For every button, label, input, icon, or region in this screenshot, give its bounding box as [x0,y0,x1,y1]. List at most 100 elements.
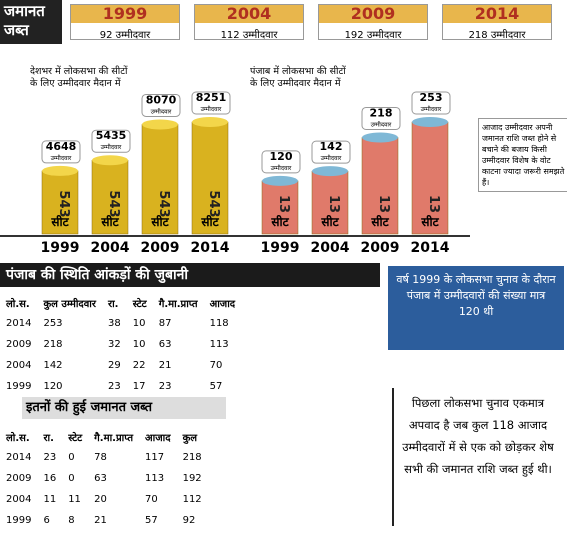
cell: 21 [158,360,172,371]
label-bubble [411,91,451,115]
cell: 78 [94,452,107,463]
cell: 10 [132,318,146,329]
x-tick-label: 1999 [261,240,300,256]
header-cell: स्टेट [132,298,147,310]
row: 2009 218 32 10 63 113 [0,334,241,355]
cell: 1999 [6,381,32,392]
bar [41,170,79,235]
year: 2004 [195,5,303,23]
row: 2014 253 38 10 87 118 [0,313,241,334]
value-unit: उम्मीदवार [151,107,172,115]
value-label: 8251 [196,91,227,104]
seat-count: 13 [276,195,291,213]
bar-cap [142,119,178,130]
x-tick-label: 2009 [141,240,180,256]
cell: 16 [43,473,57,484]
table: लो.स. कुल उम्मीदवार रा. स्टेट गै.मा.प्राप्त आ… [0,292,241,397]
value-unit: उम्मीदवार [371,120,392,128]
x-tick-label: 2014 [411,240,450,256]
text-box: पिछला लोकसभा चुनाव एकमात्र अपवाद है जब क… [392,388,562,526]
cell: 0 [68,473,75,484]
value-label: 5435 [96,129,127,142]
header-cell: लो.स. [6,432,30,444]
header-cell: कुल [182,432,198,444]
count: 192 उम्मीदवार [344,30,402,41]
cell: 2009 [6,339,32,350]
cell: 192 [182,473,202,484]
bar-cap [412,117,448,127]
bar [191,121,229,235]
seat-count: 543 [106,190,121,217]
year-box: 2014 218 उम्मीदवार [442,4,552,41]
seat-unit: सीट [50,215,69,229]
value-unit: उम्मीदवार [321,154,342,162]
cell: 10 [132,339,146,350]
header-cell: रा. [43,432,54,444]
cell: 21 [94,515,107,526]
table: लो.स. रा. स्टेट गै.मा.प्राप्त आजाद कुल 2014 23 0… [0,426,208,531]
value-unit: उम्मीदवार [271,164,292,172]
cell: 17 [132,381,146,392]
value-label: 8070 [146,93,177,106]
cell: 57 [209,381,223,392]
row: 2004 11 11 20 70 112 [0,489,208,510]
cell: 70 [209,360,223,371]
seat-count: 13 [426,195,441,213]
cell: 63 [158,339,172,350]
row: 2009 16 0 63 113 192 [0,468,208,489]
cell: 1999 [6,515,32,526]
value-label: 253 [420,91,443,104]
charts: देशभर में लोकसभा की सीटों के लिए उम्मीदवा… [0,65,470,256]
cell: 2004 [6,360,32,371]
cell: 87 [158,318,172,329]
bar [261,180,299,235]
header-cell: आजाद [209,298,236,310]
x-tick-label: 1999 [41,240,80,256]
header-row: लो.स. कुल उम्मीदवार रा. स्टेट गै.मा.प्राप्त आ… [0,292,241,313]
header-cell: कुल उम्मीदवार [43,298,96,310]
value-unit: उम्मीदवार [51,154,72,162]
bar-cap [92,155,128,166]
cell: 29 [108,360,121,371]
section-title: पंजाब की स्थिति आंकड़ों की जुबानी [0,263,380,287]
seat-unit: सीट [420,215,439,229]
seat-unit: सीट [100,215,119,229]
row: 2014 23 0 78 117 218 [0,447,208,468]
cell: 6 [43,515,50,526]
bar [411,121,449,235]
value-unit: उम्मीदवार [201,105,222,113]
x-tick-label: 2004 [311,240,350,256]
cell: 120 [43,381,63,392]
cell: 11 [43,494,57,505]
cell: 22 [132,360,146,371]
label-bubble [191,91,231,115]
cell: 20 [94,494,107,505]
value-label: 120 [270,150,293,163]
year: 2014 [443,5,551,23]
bar-cap [192,117,228,127]
cell: 253 [43,318,63,329]
cell: 2004 [6,494,32,505]
header-cell: रा. [108,298,119,310]
bar [141,124,179,235]
header-title: जमानत जब्त [0,0,62,44]
year-box: 2009 192 उम्मीदवार [318,4,428,41]
cell: 23 [158,381,172,392]
cell: 142 [43,360,63,371]
header-cell: आजाद [145,432,171,444]
callout: वर्ष 1999 के लोकसभा चुनाव के दौरान पंजाब… [388,266,564,350]
label-bubble [361,106,401,130]
header-row: लो.स. रा. स्टेट गै.मा.प्राप्त आजाद कुल [0,426,208,447]
year: 1999 [71,5,179,23]
seat-count: 13 [326,195,341,213]
x-tick-label: 2004 [91,240,130,256]
bar-cap [42,165,78,176]
cell: 113 [209,339,229,350]
cell: 23 [108,381,121,392]
header-cell: गै.मा.प्राप्त [158,298,198,310]
seat-unit: सीट [320,215,339,229]
chart-title: पंजाब में लोकसभा की सीटों के लिए उम्मीदवा… [250,65,346,89]
cell: 32 [108,339,121,350]
count: 112 उम्मीदवार [220,30,278,41]
